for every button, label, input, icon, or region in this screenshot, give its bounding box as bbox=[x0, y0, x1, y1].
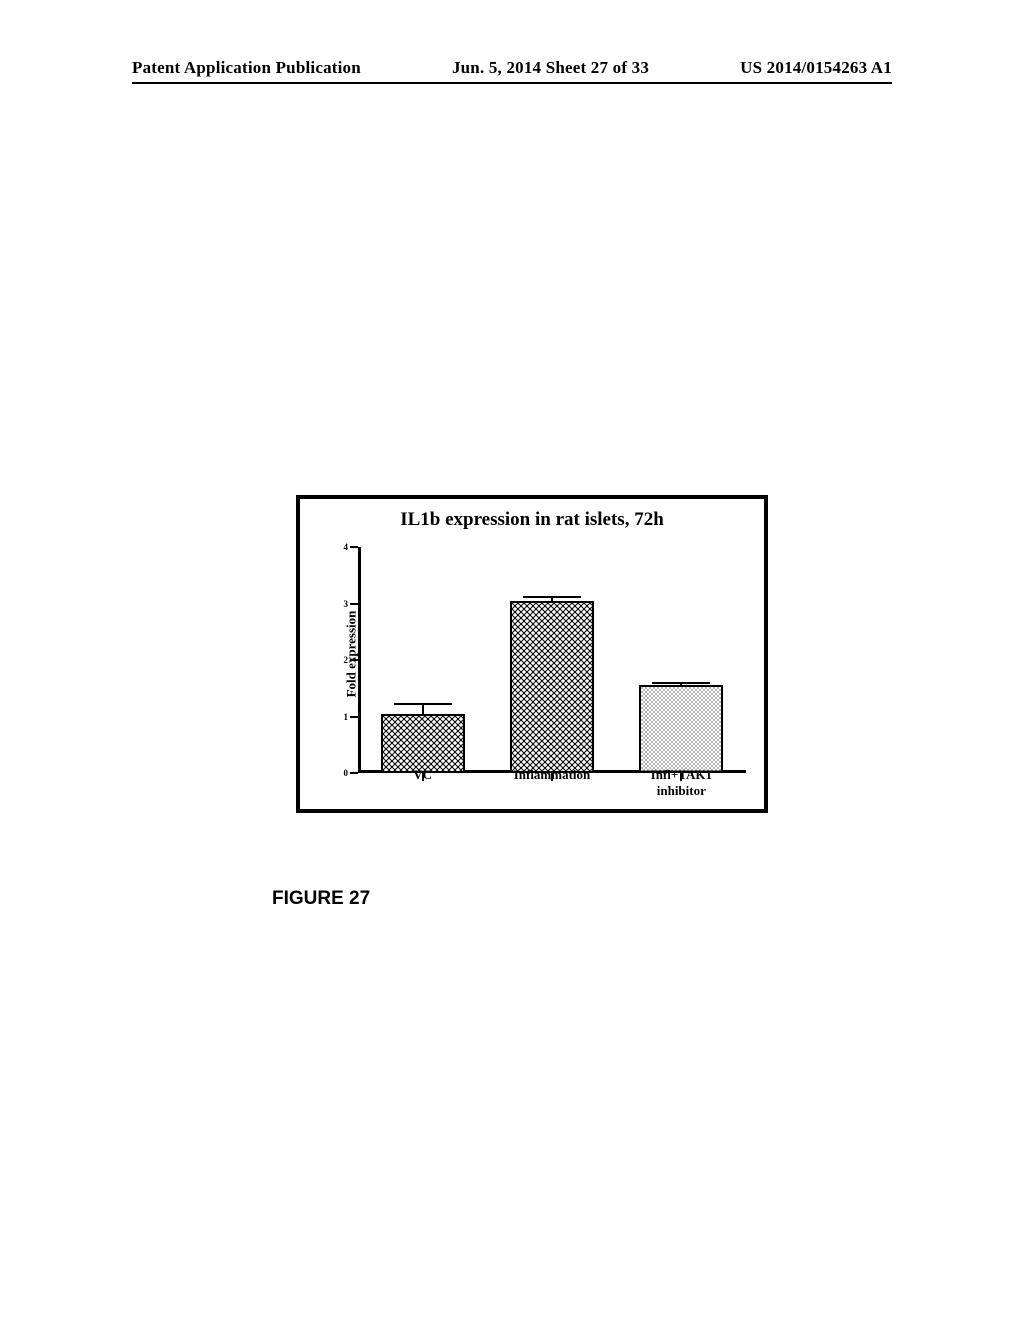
plot-area: 01234 bbox=[358, 547, 746, 773]
header-middle: Jun. 5, 2014 Sheet 27 of 33 bbox=[452, 58, 649, 78]
y-tick-label: 3 bbox=[344, 599, 349, 609]
y-tick-label: 2 bbox=[344, 655, 349, 665]
page-header: Patent Application Publication Jun. 5, 2… bbox=[0, 58, 1024, 78]
header-left: Patent Application Publication bbox=[132, 58, 361, 78]
header-right: US 2014/0154263 A1 bbox=[740, 58, 892, 78]
header-rule bbox=[132, 82, 892, 84]
y-tick-label: 4 bbox=[344, 542, 349, 552]
y-axis-label: Fold expression bbox=[343, 611, 359, 698]
y-tick bbox=[350, 546, 358, 548]
bar bbox=[639, 685, 723, 773]
figure-27: IL1b expression in rat islets, 72h Fold … bbox=[296, 495, 768, 813]
error-bar-stem bbox=[422, 705, 424, 713]
x-axis-label: Infl+TAK1 inhibitor bbox=[627, 767, 736, 799]
y-tick-label: 1 bbox=[344, 712, 349, 722]
bar-slot bbox=[498, 601, 607, 773]
bar-slot bbox=[368, 714, 477, 773]
bars-container bbox=[358, 547, 746, 773]
y-tick bbox=[350, 659, 358, 661]
y-tick bbox=[350, 716, 358, 718]
bar bbox=[510, 601, 594, 773]
x-axis-label: VC bbox=[368, 767, 477, 799]
x-axis-label: Inflammation bbox=[498, 767, 607, 799]
chart-title: IL1b expression in rat islets, 72h bbox=[300, 509, 764, 531]
bar-slot bbox=[627, 685, 736, 773]
figure-caption: FIGURE 27 bbox=[272, 888, 370, 910]
y-tick bbox=[350, 603, 358, 605]
x-labels: VC Inflammation Infl+TAK1 inhibitor bbox=[358, 767, 746, 799]
bar bbox=[381, 714, 465, 773]
y-tick-label: 0 bbox=[344, 768, 349, 778]
chart-frame: IL1b expression in rat islets, 72h Fold … bbox=[296, 495, 768, 813]
y-tick bbox=[350, 772, 358, 774]
